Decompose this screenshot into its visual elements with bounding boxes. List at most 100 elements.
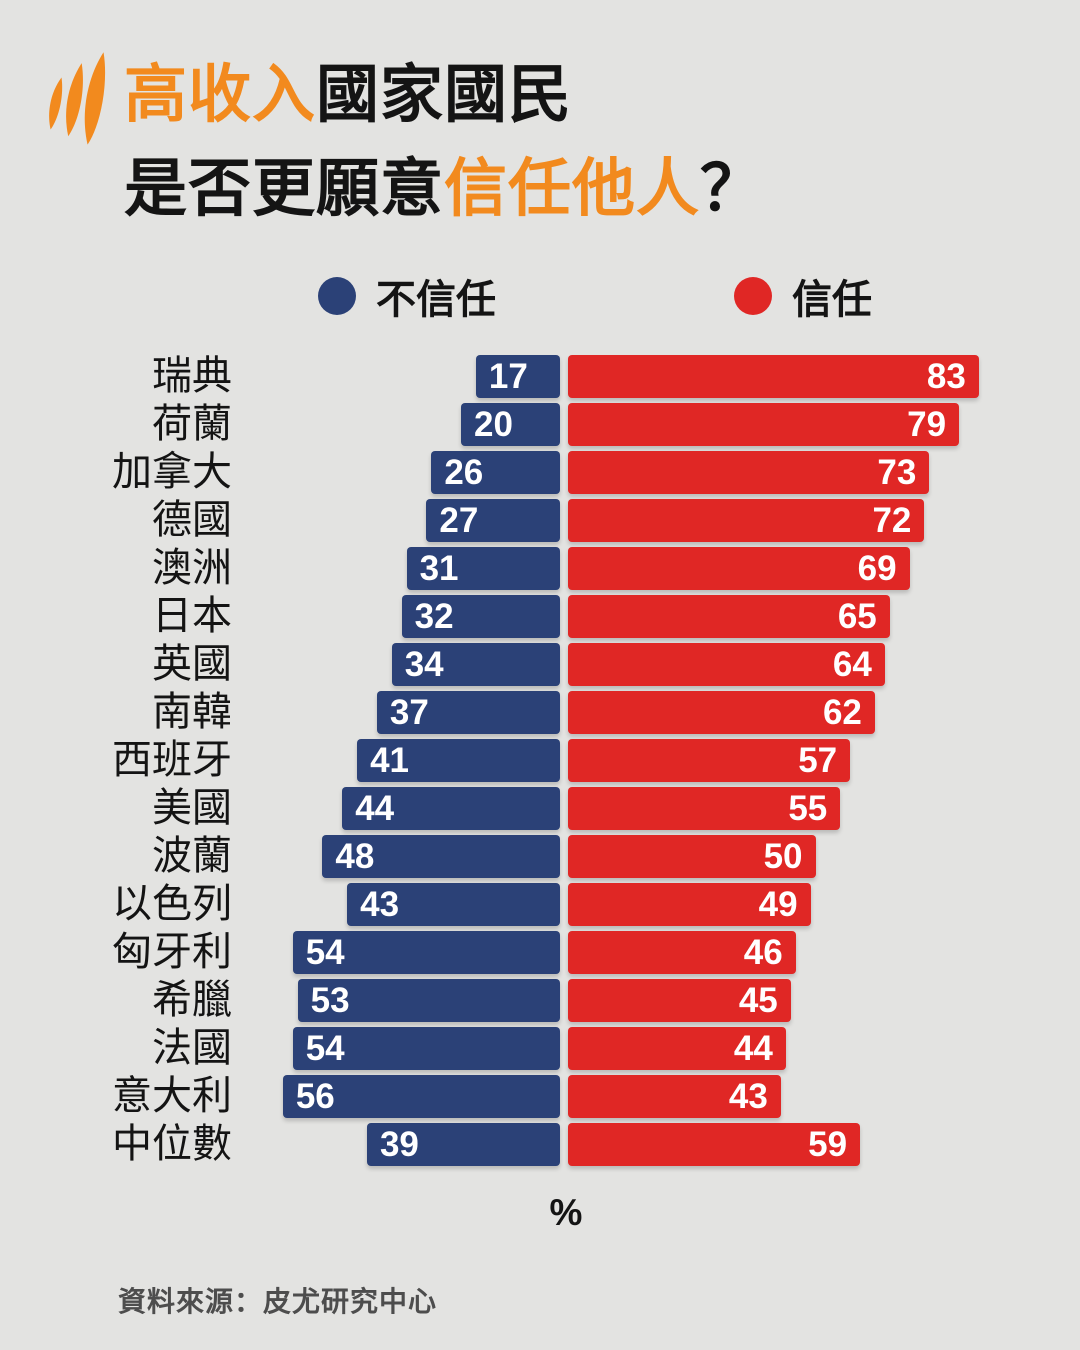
trust-bar: 49 [568,882,811,926]
country-label: 英國 [152,642,232,686]
chart-row: 英國 34 64 [0,640,1080,688]
distrust-bar: 34 [391,642,560,686]
trust-track: 55 [568,786,984,830]
sbs-logo-icon [38,42,122,170]
trust-bar: 44 [568,1026,786,1070]
trust-track: 64 [568,642,984,686]
trust-value: 49 [758,884,798,924]
country-label: 意大利 [112,1074,232,1118]
country-label: 西班牙 [112,738,232,782]
distrust-track: 20 [240,402,560,446]
trust-track: 69 [568,546,984,590]
distrust-track: 26 [240,450,560,494]
trust-bar: 72 [568,498,925,542]
trust-value: 83 [926,356,966,396]
legend: 不信任 信任 [0,272,1080,322]
distrust-track: 56 [240,1074,560,1118]
trust-track: 73 [568,450,984,494]
distrust-value: 37 [389,692,429,732]
country-label: 南韓 [152,690,232,734]
distrust-track: 34 [240,642,560,686]
chart-row: 意大利 56 43 [0,1072,1080,1120]
distrust-track: 37 [240,690,560,734]
distrust-value: 39 [379,1124,419,1164]
distrust-track: 32 [240,594,560,638]
distrust-bar: 43 [347,882,560,926]
trust-value: 46 [743,932,783,972]
trust-bar: 79 [568,402,960,446]
distrust-track: 27 [240,498,560,542]
trust-track: 72 [568,498,984,542]
country-label: 瑞典 [152,354,232,398]
chart-row: 澳洲 31 69 [0,544,1080,592]
chart-row: 法國 54 44 [0,1024,1080,1072]
country-label: 荷蘭 [152,402,232,446]
title-segment-dark: 是否更願意 [124,154,444,224]
chart-row: 波蘭 48 50 [0,832,1080,880]
chart-row: 以色列 43 49 [0,880,1080,928]
chart-row: 美國 44 55 [0,784,1080,832]
distrust-bar: 17 [475,354,560,398]
trust-track: 59 [568,1122,984,1166]
distrust-bar: 54 [292,930,560,974]
distrust-value: 17 [488,356,528,396]
legend-label-trust: 信任 [792,278,872,322]
distrust-value: 26 [444,452,484,492]
distrust-value: 32 [414,596,454,636]
distrust-track: 53 [240,978,560,1022]
chart-row: 中位數 39 59 [0,1120,1080,1168]
title-question-mark: ？ [700,154,764,224]
legend-item-distrust: 不信任 [318,267,496,325]
trust-track: 79 [568,402,984,446]
trust-value: 57 [798,740,838,780]
trust-value: 65 [837,596,877,636]
legend-label-distrust: 不信任 [376,278,496,322]
distrust-value: 48 [335,836,375,876]
distrust-bar: 56 [282,1074,560,1118]
distrust-value: 56 [295,1076,335,1116]
distrust-bar: 27 [426,498,560,542]
trust-bar: 69 [568,546,910,590]
trust-value: 45 [738,980,778,1020]
trust-bar: 73 [568,450,930,494]
distrust-value: 44 [355,788,395,828]
chart-row: 南韓 37 62 [0,688,1080,736]
trust-bar: 57 [568,738,851,782]
chart-row: 西班牙 41 57 [0,736,1080,784]
trust-track: 45 [568,978,984,1022]
trust-track: 57 [568,738,984,782]
distrust-bar: 53 [297,978,560,1022]
country-label: 波蘭 [152,834,232,878]
distrust-track: 31 [240,546,560,590]
trust-track: 65 [568,594,984,638]
country-label: 匈牙利 [112,930,232,974]
country-label: 日本 [152,594,232,638]
title-segment-highlight: 高收入 [124,60,316,130]
distrust-track: 17 [240,354,560,398]
chart-row: 匈牙利 54 46 [0,928,1080,976]
country-label: 以色列 [112,882,232,926]
distrust-value: 43 [360,884,400,924]
trust-track: 46 [568,930,984,974]
title-segment-highlight: 信任他人 [444,154,700,224]
trust-bar: 62 [568,690,875,734]
distrust-value: 54 [305,932,345,972]
chart-row: 希臘 53 45 [0,976,1080,1024]
trust-bar: 65 [568,594,890,638]
chart-row: 日本 32 65 [0,592,1080,640]
distrust-bar: 31 [406,546,560,590]
distrust-value: 20 [474,404,513,444]
trust-value: 43 [728,1076,768,1116]
trust-bar: 46 [568,930,796,974]
trust-value: 69 [857,548,897,588]
trust-track: 50 [568,834,984,878]
trust-bar: 55 [568,786,841,830]
chart-row: 荷蘭 20 79 [0,400,1080,448]
title-line-1: 高收入國家國民 [124,48,764,142]
trust-track: 83 [568,354,984,398]
distrust-track: 41 [240,738,560,782]
header: 高收入國家國民 是否更願意信任他人？ [0,0,1080,236]
distrust-track: 39 [240,1122,560,1166]
x-axis-label: % [549,1192,583,1233]
trust-bar: 50 [568,834,816,878]
